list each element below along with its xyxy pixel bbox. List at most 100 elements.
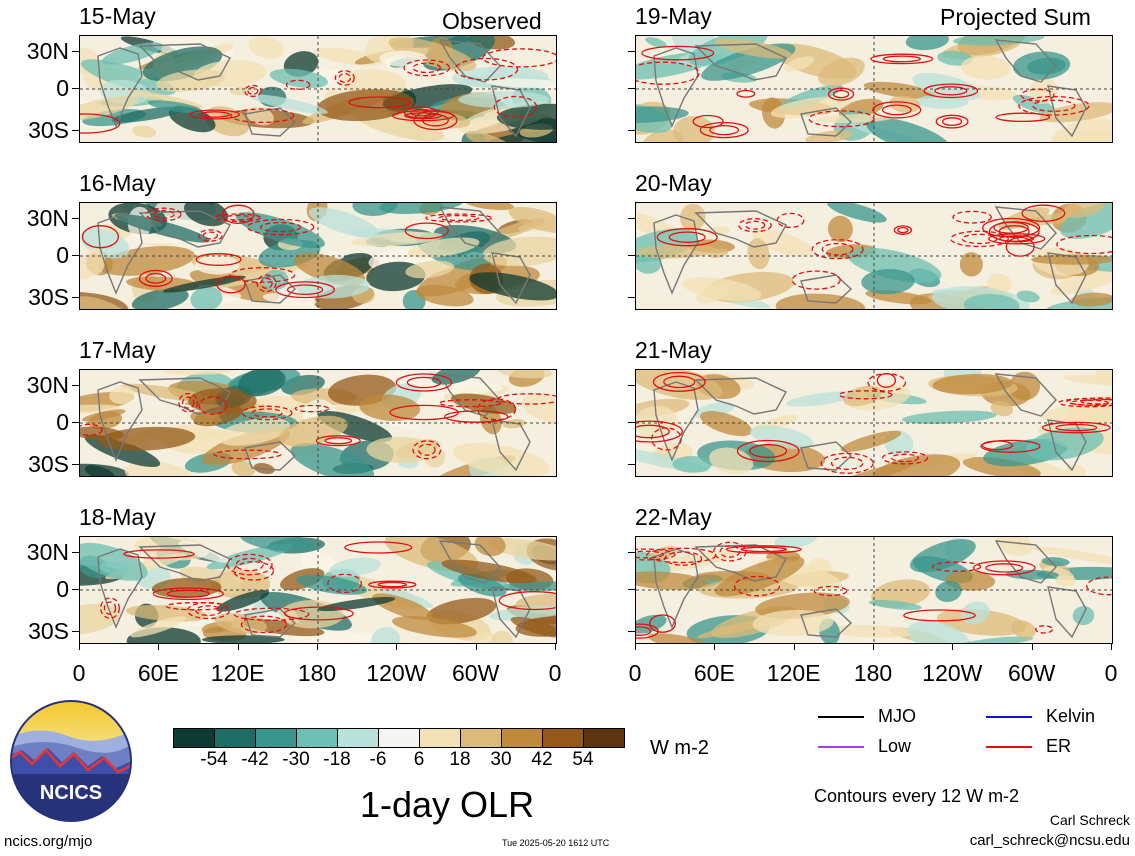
lon-tick [555,643,556,650]
lat-tick-label: 30N [26,372,69,398]
logo-text: NCICS [40,782,102,804]
colorbar-swatch [378,728,420,748]
lat-tick [72,385,79,386]
panel-date-label: 19-May [635,3,712,29]
colorbar-swatch [542,728,584,748]
olr-map-panel [79,202,557,310]
lon-tick-label: 60E [137,660,179,686]
lon-tick [237,643,239,650]
lon-tick [1031,643,1033,650]
colorbar-swatch [214,728,256,748]
lat-tick-label: 0 [56,242,69,268]
olr-map-panel [635,35,1113,143]
lon-tick-label: 180 [853,660,893,686]
lon-tick [952,643,954,650]
legend-label: Low [878,736,912,756]
colorbar-label: -42 [241,749,269,770]
lat-tick [72,255,79,256]
lon-tick-label: 180 [297,660,337,686]
lon-tick-label: 60E [693,660,735,686]
lat-tick-label: 30N [26,38,69,64]
lat-tick [628,589,635,590]
lat-tick [628,552,635,553]
legend-line [818,746,864,748]
lon-tick [1111,643,1112,650]
lat-tick-label: 30N [26,205,69,231]
colorbar-label: -54 [200,749,228,770]
lat-tick [72,552,79,553]
lon-tick [793,643,795,650]
lat-tick [72,589,79,590]
panel-date-label: 15-May [79,3,156,29]
lat-tick [628,88,635,89]
email: carl_schreck@ncsu.edu [969,832,1130,849]
lon-tick [635,643,636,650]
colorbar-label: 42 [531,749,553,770]
lat-tick [628,464,635,465]
lon-tick [158,643,160,650]
colorbar-label: 30 [490,749,512,770]
colorbar-swatch [255,728,297,748]
lon-tick-label: 60W [452,660,500,686]
lat-tick [628,631,635,632]
lon-tick-label: 60W [1008,660,1056,686]
lon-tick-label: 120W [366,660,427,686]
olr-map-panel [79,35,557,143]
page-title: 1-day OLR [360,784,535,825]
olr-map-panel [635,369,1113,477]
lon-tick-label: 120W [922,660,983,686]
panel-date-label: 20-May [635,170,712,196]
projected-header: Projected Sum [940,4,1091,30]
colorbar-label: -18 [323,749,351,770]
lon-tick-label: 0 [548,660,562,686]
lon-tick-label: 120E [766,660,821,686]
colorbar-swatch [173,728,215,748]
lat-tick [628,51,635,52]
lat-tick [72,297,79,298]
legend-label: Kelvin [1046,706,1096,726]
colorbar-label: 6 [413,749,425,770]
lon-tick-label: 0 [628,660,642,686]
panel-date-label: 22-May [635,504,712,530]
colorbar-label: 18 [449,749,471,770]
lat-tick-label: 30N [26,539,69,565]
lon-tick [475,643,477,650]
lat-tick [72,130,79,131]
lat-tick-label: 30S [28,117,69,143]
lat-tick [628,130,635,131]
lon-tick [714,643,716,650]
lat-tick [72,51,79,52]
colorbar-swatch [419,728,461,748]
colorbar-label: -6 [369,749,387,770]
site-link[interactable]: ncics.org/mjo [4,833,93,850]
lat-tick-label: 0 [56,75,69,101]
colorbar-label: 54 [572,749,594,770]
olr-map-panel [79,536,557,644]
panel-date-label: 18-May [79,504,156,530]
ncics-logo: NCICS [8,690,134,832]
lat-tick [72,464,79,465]
legend-label: ER [1046,736,1072,756]
legend-line [986,746,1032,748]
panel-date-label: 21-May [635,337,712,363]
lon-tick [317,643,318,650]
contours-note: Contours every 12 W m-2 [814,786,1020,806]
olr-map-panel [79,369,557,477]
legend-line [986,716,1032,718]
author: Carl Schreck [1049,812,1130,828]
colorbar-swatch [296,728,338,748]
panel-date-label: 16-May [79,170,156,196]
lat-tick-label: 30S [28,451,69,477]
lat-tick [628,218,635,219]
timestamp: Tue 2025-05-20 1612 UTC [502,838,610,848]
lat-tick [628,297,635,298]
lat-tick-label: 0 [56,576,69,602]
lat-tick [72,631,79,632]
lon-tick-label: 0 [1104,660,1118,686]
lat-tick [72,218,79,219]
lon-tick [79,643,80,650]
colorbar-swatch [460,728,502,748]
lat-tick [72,88,79,89]
lat-tick-label: 0 [56,409,69,435]
lat-tick-label: 30S [28,618,69,644]
